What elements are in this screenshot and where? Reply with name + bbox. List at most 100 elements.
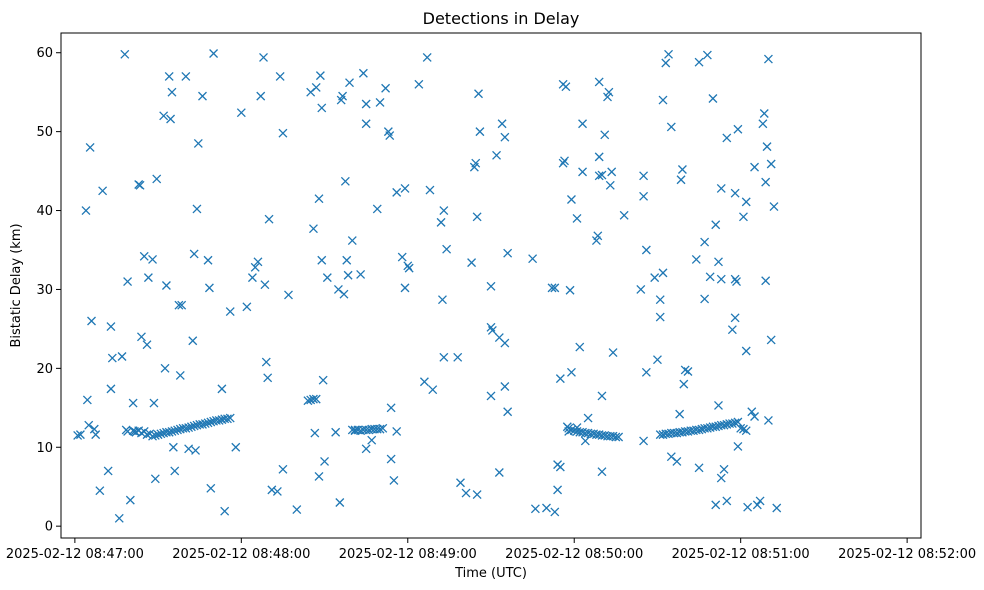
data-point xyxy=(214,415,224,425)
data-point xyxy=(422,53,432,62)
data-point xyxy=(733,442,743,451)
data-point xyxy=(153,430,163,440)
data-point xyxy=(103,466,113,476)
data-point xyxy=(453,352,463,362)
data-point xyxy=(392,187,402,197)
data-point xyxy=(555,374,565,384)
data-point xyxy=(677,165,687,174)
data-point xyxy=(419,377,429,387)
data-point xyxy=(733,124,743,134)
data-point xyxy=(593,231,603,241)
data-point xyxy=(594,152,604,162)
data-point xyxy=(400,183,410,193)
data-point xyxy=(722,496,732,506)
data-point xyxy=(604,87,614,97)
data-point xyxy=(160,363,170,373)
data-point xyxy=(492,150,502,160)
data-point xyxy=(650,273,660,283)
data-point xyxy=(619,210,629,220)
data-point xyxy=(148,431,158,441)
data-point xyxy=(474,89,483,99)
data-point xyxy=(203,418,213,428)
data-point xyxy=(761,177,771,187)
y-tick-label: 30 xyxy=(36,283,53,298)
data-point xyxy=(335,498,345,507)
data-point xyxy=(439,206,449,215)
data-point xyxy=(168,442,178,452)
data-point xyxy=(594,171,604,181)
data-point xyxy=(342,255,352,265)
data-point xyxy=(727,325,737,335)
x-tick-label: 2025-02-12 08:48:00 xyxy=(172,547,310,562)
data-point xyxy=(166,114,176,124)
data-point xyxy=(672,457,682,466)
data-point xyxy=(397,252,407,262)
data-point xyxy=(378,423,388,433)
data-point xyxy=(136,332,146,342)
data-point xyxy=(198,91,207,101)
x-tick-label: 2025-02-12 08:49:00 xyxy=(339,547,477,562)
data-point xyxy=(278,128,288,138)
data-point xyxy=(311,394,321,404)
data-point xyxy=(467,258,477,268)
data-point xyxy=(310,428,320,438)
data-point xyxy=(317,255,327,265)
data-point xyxy=(284,290,293,300)
data-point xyxy=(191,445,201,455)
data-point xyxy=(578,119,588,129)
data-point xyxy=(188,336,198,346)
data-point xyxy=(311,82,321,92)
data-point xyxy=(385,131,395,141)
data-point xyxy=(558,158,568,168)
data-point xyxy=(580,436,590,446)
x-tick-label: 2025-02-12 08:51:00 xyxy=(672,547,810,562)
data-point xyxy=(716,274,726,284)
data-point xyxy=(173,425,182,435)
data-point xyxy=(666,122,676,132)
data-point xyxy=(691,255,701,264)
data-point xyxy=(566,367,576,377)
data-point xyxy=(472,212,482,222)
data-point xyxy=(500,382,510,391)
data-point xyxy=(658,95,668,105)
data-point xyxy=(719,464,729,474)
data-point xyxy=(231,442,241,452)
data-point xyxy=(486,322,496,332)
data-point xyxy=(303,396,313,406)
data-point xyxy=(358,68,368,78)
data-point xyxy=(578,167,588,177)
data-point xyxy=(338,91,348,101)
data-point xyxy=(340,176,350,186)
data-point xyxy=(375,424,385,434)
data-point xyxy=(220,506,230,516)
data-point xyxy=(156,429,166,439)
data-point xyxy=(361,119,371,129)
data-point xyxy=(597,170,607,180)
data-point xyxy=(167,427,177,436)
data-point xyxy=(550,507,560,517)
data-point xyxy=(763,54,773,64)
data-point xyxy=(572,213,582,223)
data-point xyxy=(242,302,252,312)
data-point xyxy=(550,283,560,293)
data-point xyxy=(253,257,263,267)
data-point xyxy=(272,486,282,496)
data-point xyxy=(189,421,199,431)
data-point xyxy=(95,486,105,496)
y-axis: 0 10 20 30 40 50 60 xyxy=(36,46,61,535)
data-point xyxy=(664,49,674,59)
data-point xyxy=(149,398,159,408)
data-point xyxy=(263,373,273,383)
data-point xyxy=(159,111,169,121)
data-point xyxy=(150,474,160,484)
data-point xyxy=(583,413,593,423)
data-point xyxy=(750,162,760,172)
data-point xyxy=(641,367,651,377)
data-point xyxy=(471,158,481,168)
data-point xyxy=(738,424,748,434)
y-tick-label: 20 xyxy=(36,362,53,377)
data-point xyxy=(381,83,391,93)
data-point xyxy=(164,71,174,81)
data-point xyxy=(560,156,569,166)
data-point xyxy=(716,183,726,193)
